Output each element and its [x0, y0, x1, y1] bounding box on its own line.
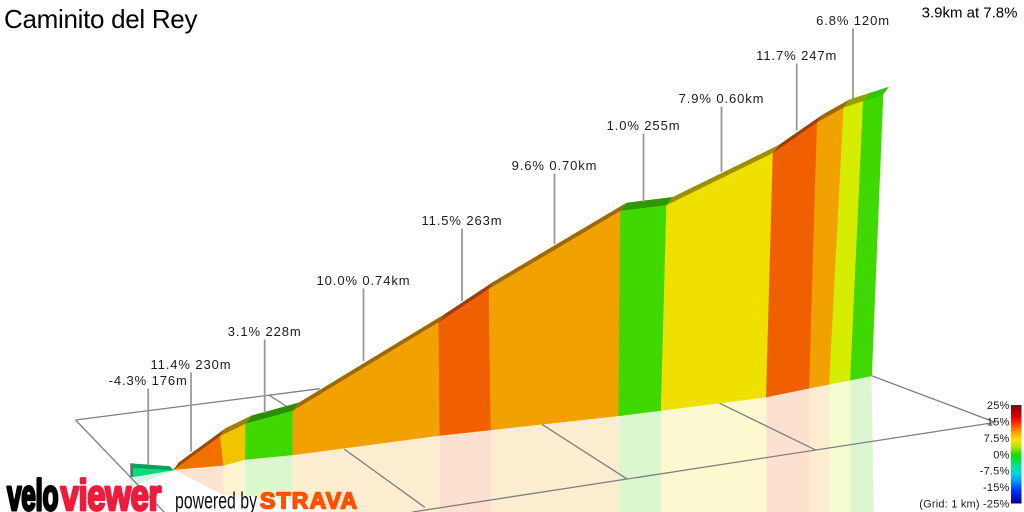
svg-text:0%: 0% [993, 449, 1009, 461]
svg-text:25%: 25% [987, 400, 1010, 412]
svg-text:11.4% 230m: 11.4% 230m [150, 357, 231, 372]
svg-text:9.6% 0.70km: 9.6% 0.70km [512, 158, 598, 173]
svg-text:viewer: viewer [61, 472, 162, 512]
svg-text:velo: velo [7, 470, 58, 512]
svg-text:Caminito del Rey: Caminito del Rey [4, 4, 197, 34]
svg-text:3.9km at 7.8%: 3.9km at 7.8% [922, 5, 1018, 22]
svg-text:3.1% 228m: 3.1% 228m [228, 324, 302, 339]
svg-text:(Grid: 1 km) -25%: (Grid: 1 km) -25% [919, 499, 1009, 511]
svg-text:-15%: -15% [983, 482, 1009, 494]
svg-text:7.9% 0.60km: 7.9% 0.60km [679, 91, 765, 106]
svg-text:11.5% 263m: 11.5% 263m [421, 213, 502, 228]
svg-text:STRAVA: STRAVA [260, 487, 358, 512]
svg-text:7.5%: 7.5% [984, 433, 1010, 445]
svg-text:15%: 15% [987, 416, 1010, 428]
svg-text:-7.5%: -7.5% [980, 466, 1010, 478]
svg-text:1.0% 255m: 1.0% 255m [607, 118, 681, 133]
svg-text:11.7% 247m: 11.7% 247m [756, 48, 837, 63]
svg-text:10.0% 0.74km: 10.0% 0.74km [317, 273, 411, 288]
svg-text:-4.3% 176m: -4.3% 176m [109, 373, 188, 388]
svg-text:powered by: powered by [175, 489, 257, 512]
svg-text:6.8% 120m: 6.8% 120m [816, 13, 890, 28]
